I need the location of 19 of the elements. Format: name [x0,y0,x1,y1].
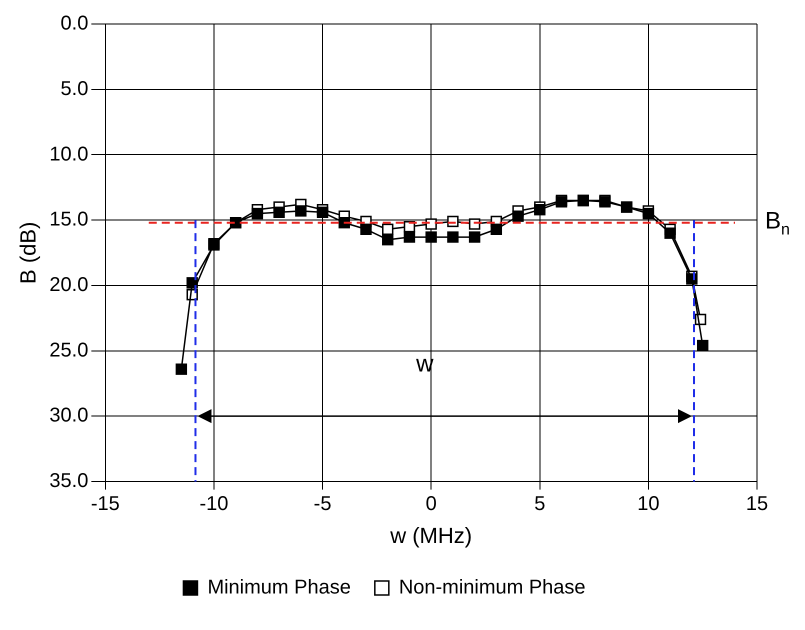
y-tick-label: 35.0 [49,470,88,492]
x-tick-label: 5 [534,493,546,516]
x-tick-label: 0 [426,493,437,516]
y-tick-label: 0.0 [60,12,88,35]
y-tick-label: 20.0 [49,274,88,296]
y-tick-label: 15.0 [49,208,88,231]
legend-label: Minimum Phase [207,576,351,599]
x-tick-label: -15 [90,493,120,516]
legend-label: Non-minimum Phase [398,576,586,599]
x-tick-label: 15 [746,493,768,516]
x-axis-title: w (MHz) [389,522,472,548]
y-axis-title: B (dB) [15,222,40,284]
y-tick-label: 30.0 [49,404,88,427]
x-tick-label: -5 [314,493,332,516]
x-tick-label: -10 [199,493,228,516]
x-tick-label: 10 [637,493,660,516]
y-tick-label: 25.0 [49,339,88,362]
y-tick-label: 10.0 [49,143,88,166]
y-tick-label: 5.0 [60,78,88,100]
